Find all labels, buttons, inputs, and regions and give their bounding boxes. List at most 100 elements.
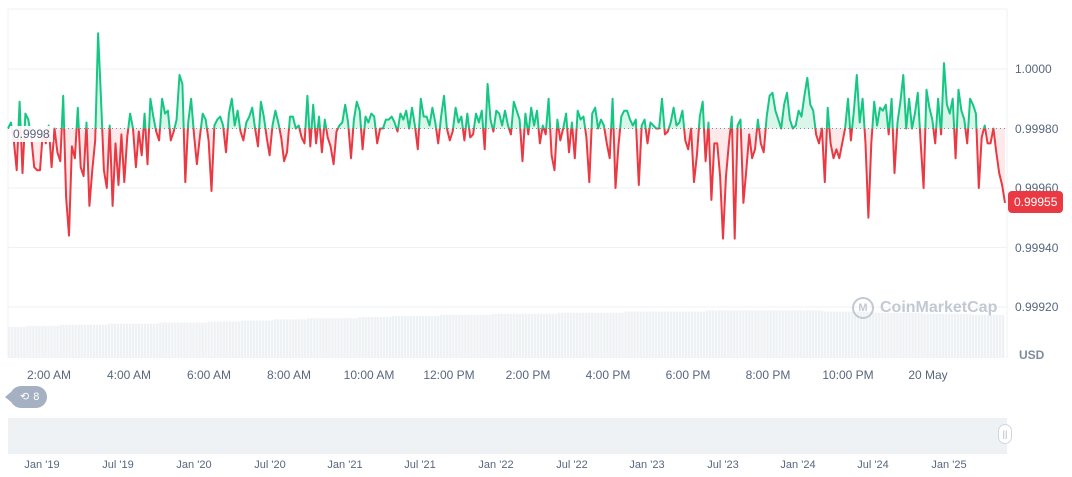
volume-bar	[168, 322, 171, 358]
volume-bar	[896, 312, 899, 358]
volume-bar	[285, 319, 289, 358]
volume-bar	[844, 311, 848, 358]
volume-bar	[678, 311, 682, 358]
volume-bar	[971, 314, 975, 358]
volume-bar	[869, 311, 872, 358]
volume-bar	[295, 319, 298, 358]
volume-bar	[566, 312, 570, 358]
volume-bar	[533, 313, 537, 358]
volume-bar	[17, 327, 20, 358]
volume-bar	[234, 321, 238, 358]
volume-bar	[781, 310, 784, 358]
volume-bar	[536, 313, 540, 358]
volume-bar	[980, 314, 984, 358]
volume-bar	[902, 312, 905, 358]
volume-bar	[572, 312, 576, 358]
volume-bar	[180, 322, 183, 358]
navigator-tick: Jan '19	[24, 459, 60, 471]
volume-bar	[823, 311, 827, 358]
navigator-tick: Jan '25	[931, 459, 967, 471]
volume-bar	[609, 312, 612, 358]
volume-bar	[739, 310, 742, 358]
volume-bar	[222, 321, 225, 358]
volume-bar	[974, 314, 978, 358]
volume-bar	[853, 311, 857, 358]
range-navigator[interactable]	[8, 418, 1007, 454]
volume-bar	[437, 316, 440, 358]
volume-bar	[518, 313, 522, 358]
events-toggle-button[interactable]: ⟲ 8	[4, 386, 48, 408]
volume-bar	[959, 313, 963, 358]
volume-bar	[358, 317, 361, 358]
volume-bar	[455, 314, 458, 358]
volume-bar	[687, 311, 691, 358]
volume-bar	[832, 311, 836, 358]
volume-bar	[183, 322, 186, 358]
volume-bar	[965, 313, 969, 358]
volume-bar	[406, 316, 410, 358]
volume-bar	[717, 310, 721, 358]
volume-bar	[83, 324, 86, 358]
volume-bar	[373, 317, 376, 358]
volume-bar	[8, 327, 11, 358]
volume-bar	[98, 324, 102, 358]
volume-bar	[509, 313, 512, 358]
volume-bar	[415, 316, 419, 358]
navigator-tick: Jul '21	[404, 459, 436, 471]
volume-bar	[790, 310, 793, 358]
volume-bar	[412, 316, 416, 358]
volume-bar	[569, 312, 573, 358]
volume-bar	[128, 323, 132, 358]
volume-bar	[313, 318, 316, 358]
volume-bar	[50, 325, 53, 358]
volume-bar	[530, 313, 534, 358]
volume-bar	[427, 316, 431, 358]
volume-bar	[887, 312, 890, 358]
volume-bar	[74, 324, 77, 358]
volume-bar	[914, 312, 917, 358]
volume-bar	[258, 320, 262, 358]
volume-bar	[340, 318, 343, 358]
volume-bar	[440, 314, 443, 358]
volume-bar	[917, 312, 920, 358]
volume-bar	[346, 318, 349, 358]
navigator-drag-handle[interactable]: ||	[998, 424, 1012, 444]
volume-bar	[101, 324, 105, 358]
volume-bar	[630, 311, 633, 358]
volume-bar	[367, 317, 370, 358]
volume-bar	[400, 316, 404, 358]
volume-bar	[884, 312, 887, 358]
volume-bar	[316, 318, 319, 358]
volume-bar	[62, 324, 65, 358]
navigator-tick: Jul '19	[102, 459, 134, 471]
volume-bar	[696, 311, 700, 358]
currency-label: USD	[1019, 348, 1045, 362]
volume-bar	[983, 314, 987, 358]
volume-bar	[585, 312, 588, 358]
volume-bar	[255, 320, 259, 358]
volume-bar	[376, 317, 380, 358]
volume-bar	[995, 314, 999, 358]
volume-bar	[165, 322, 168, 358]
volume-bar	[814, 310, 818, 358]
volume-bar	[409, 316, 413, 358]
volume-bar	[35, 325, 38, 358]
volume-bar	[219, 321, 222, 358]
volume-bar	[77, 324, 80, 358]
volume-bar	[627, 311, 630, 358]
volume-bar	[926, 313, 929, 358]
volume-bar	[491, 313, 494, 358]
volume-bar	[893, 312, 896, 358]
volume-bar	[708, 310, 712, 358]
volume-bar	[29, 325, 32, 358]
volume-bar	[231, 321, 234, 358]
volume-bar	[621, 312, 624, 358]
volume-bar	[195, 322, 198, 358]
volume-bar	[778, 310, 781, 358]
volume-bar	[337, 318, 340, 358]
volume-bar	[615, 312, 618, 358]
volume-bar	[802, 310, 805, 358]
volume-bar	[863, 311, 866, 358]
volume-bar	[14, 327, 17, 358]
